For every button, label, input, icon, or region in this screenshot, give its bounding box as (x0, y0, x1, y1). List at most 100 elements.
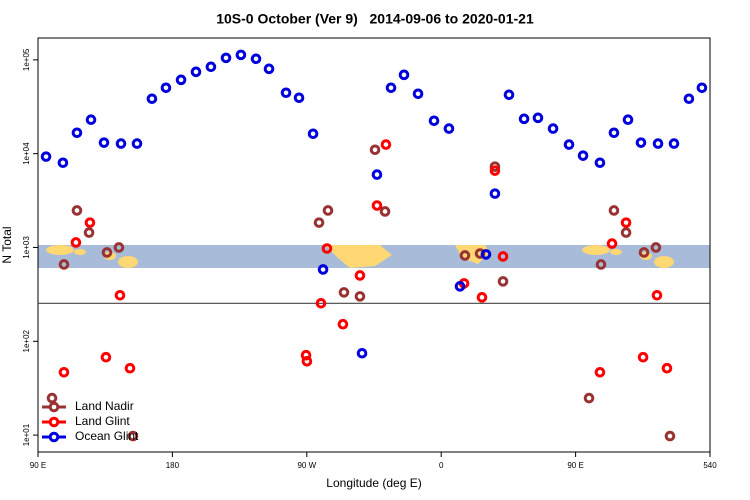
point (371, 169, 383, 180)
point (497, 276, 509, 287)
point (175, 74, 187, 86)
point (637, 351, 649, 363)
point (474, 248, 486, 259)
point (635, 137, 647, 148)
point (503, 89, 515, 101)
point (205, 61, 217, 73)
point (113, 242, 125, 253)
point (280, 87, 292, 99)
chart-title: 10S-0 October (Ver 9) 2014-09-06 to 2020… (216, 11, 534, 27)
point (518, 113, 530, 125)
point (338, 287, 350, 298)
point (220, 52, 232, 64)
point (293, 92, 305, 104)
point (98, 137, 110, 148)
point (235, 49, 247, 61)
point (398, 69, 410, 81)
point (480, 249, 492, 260)
point (594, 366, 606, 378)
point (459, 250, 471, 261)
point (650, 242, 662, 253)
point (321, 243, 333, 254)
point (577, 150, 589, 161)
x-tick-label: 180 (166, 461, 180, 470)
y-tick-label: 1e+03 (22, 236, 31, 259)
point (263, 63, 275, 75)
y-tick-label: 1e+02 (22, 329, 31, 352)
point (146, 93, 158, 105)
point (315, 297, 327, 309)
y-axis-label: N Total (0, 226, 14, 263)
point (563, 139, 575, 150)
y-tick-label: 1e+05 (22, 48, 31, 71)
point (532, 112, 544, 124)
point (476, 292, 488, 303)
point (114, 290, 126, 301)
point (307, 128, 319, 140)
legend-label: Ocean Glint (75, 429, 139, 443)
point (683, 93, 695, 105)
point (664, 430, 676, 442)
point (71, 205, 83, 216)
legend-label: Land Nadir (75, 399, 134, 413)
point (380, 139, 392, 150)
point (322, 205, 334, 216)
point (443, 123, 455, 134)
point (354, 291, 366, 302)
point (317, 264, 329, 275)
x-tick-label: 90 E (567, 461, 583, 470)
legend-marker (48, 431, 60, 443)
point (428, 115, 440, 127)
point (115, 138, 127, 149)
x-tick-label: 90 E (30, 461, 46, 470)
point (595, 259, 607, 270)
point (696, 82, 708, 94)
plot-frame (37, 37, 711, 453)
x-axis-label: Longitude (deg E) (326, 476, 421, 490)
point (412, 88, 424, 100)
point (594, 157, 606, 169)
point (124, 362, 136, 374)
point (46, 392, 58, 404)
point (547, 123, 559, 134)
point (354, 270, 366, 281)
point (101, 247, 113, 258)
point (620, 227, 632, 238)
point (301, 355, 313, 367)
point (57, 157, 69, 169)
point (83, 227, 95, 238)
point (40, 151, 52, 162)
y-tick-label: 1e+01 (22, 423, 31, 446)
y-tick-label: 1e+04 (22, 142, 31, 165)
legend-marker (48, 416, 60, 428)
point (652, 138, 664, 149)
point (489, 165, 501, 176)
point (71, 127, 83, 139)
point (356, 347, 368, 359)
point (369, 144, 381, 156)
point (608, 205, 620, 216)
point (58, 259, 70, 270)
legend-label: Land Glint (75, 414, 130, 428)
point (100, 351, 112, 363)
point (250, 53, 262, 65)
point (661, 362, 673, 374)
point (454, 281, 466, 292)
point (668, 138, 680, 149)
point (583, 392, 595, 404)
point (385, 82, 397, 94)
x-tick-label: 0 (439, 461, 444, 470)
point (70, 237, 82, 248)
point (85, 114, 97, 126)
point (337, 318, 349, 330)
point (497, 251, 509, 262)
point (371, 200, 383, 211)
point (131, 138, 143, 149)
x-tick-label: 90 W (297, 461, 316, 470)
point (622, 114, 634, 126)
point (608, 127, 620, 139)
point (190, 66, 202, 78)
point (313, 217, 325, 228)
